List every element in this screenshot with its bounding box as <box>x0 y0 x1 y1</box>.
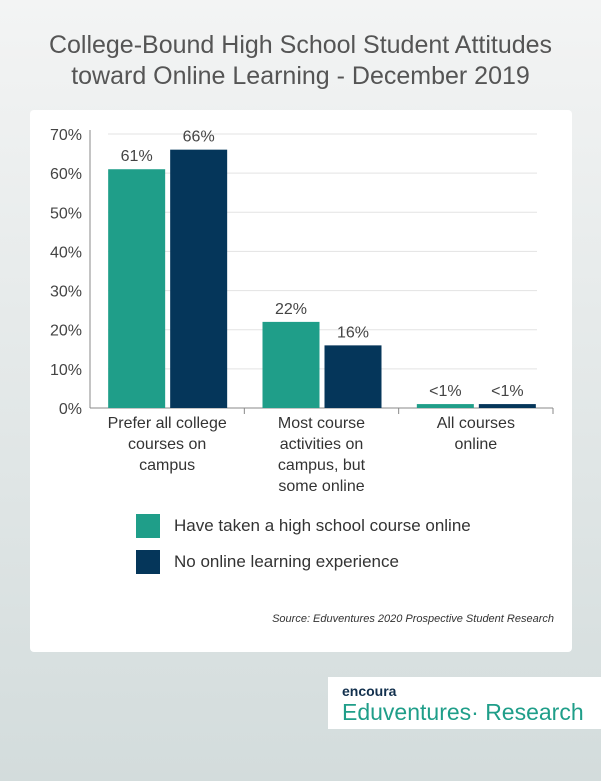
x-category-label: some online <box>278 478 364 495</box>
legend-swatch <box>136 550 160 574</box>
y-tick-label: 20% <box>50 323 82 340</box>
bar <box>170 149 228 408</box>
data-label: 16% <box>337 324 369 341</box>
bar <box>478 404 536 408</box>
y-tick-label: 30% <box>50 284 82 301</box>
y-tick-label: 70% <box>50 127 82 144</box>
eduventures-logo: encoura Eduventures· Research <box>328 677 601 729</box>
legend-label: Have taken a high school course online <box>174 516 471 535</box>
x-category-label: All courses <box>437 415 515 432</box>
legend-swatch <box>136 514 160 538</box>
x-category-label: Most course <box>278 415 365 432</box>
source-note: Source: Eduventures 2020 Prospective Stu… <box>272 613 554 625</box>
y-tick-label: 10% <box>50 362 82 379</box>
x-category-label: Prefer all college <box>108 415 227 432</box>
logo-brand: encoura <box>342 683 397 699</box>
bar <box>324 345 382 408</box>
y-tick-label: 0% <box>59 401 82 418</box>
data-label: 61% <box>121 148 153 165</box>
title-line-1: College-Bound High School Student Attitu… <box>48 31 553 59</box>
y-tick-label: 40% <box>50 244 82 261</box>
y-tick-label: 60% <box>50 166 82 183</box>
x-category-label: activities on <box>280 436 364 453</box>
legend-label: No online learning experience <box>174 552 399 571</box>
data-label: 66% <box>183 129 215 146</box>
data-label: <1% <box>491 383 523 400</box>
bar <box>262 321 320 408</box>
legend-item-0: Have taken a high school course online <box>136 514 471 538</box>
y-tick-label: 50% <box>50 205 82 222</box>
bar <box>108 169 166 408</box>
data-label: 22% <box>275 301 307 318</box>
x-category-label: campus <box>139 457 195 474</box>
x-category-label: courses on <box>128 436 206 453</box>
chart-title: College-Bound High School Student Attitu… <box>0 30 601 92</box>
legend-item-1: No online learning experience <box>136 550 399 574</box>
bar <box>416 404 474 408</box>
title-line-2: toward Online Learning - December 2019 <box>71 62 530 90</box>
x-category-label: campus, but <box>278 457 366 474</box>
chart-card: 0% 10% 20% 30% 40% 50% 60% 70% 61% 66% Prefer all … <box>30 110 572 652</box>
logo-name: Eduventures· Research <box>342 699 584 725</box>
data-label: <1% <box>429 383 461 400</box>
bar-chart: 0% 10% 20% 30% 40% 50% 60% 70% 61% 66% Prefer all … <box>50 127 554 495</box>
x-category-label: online <box>454 436 497 453</box>
